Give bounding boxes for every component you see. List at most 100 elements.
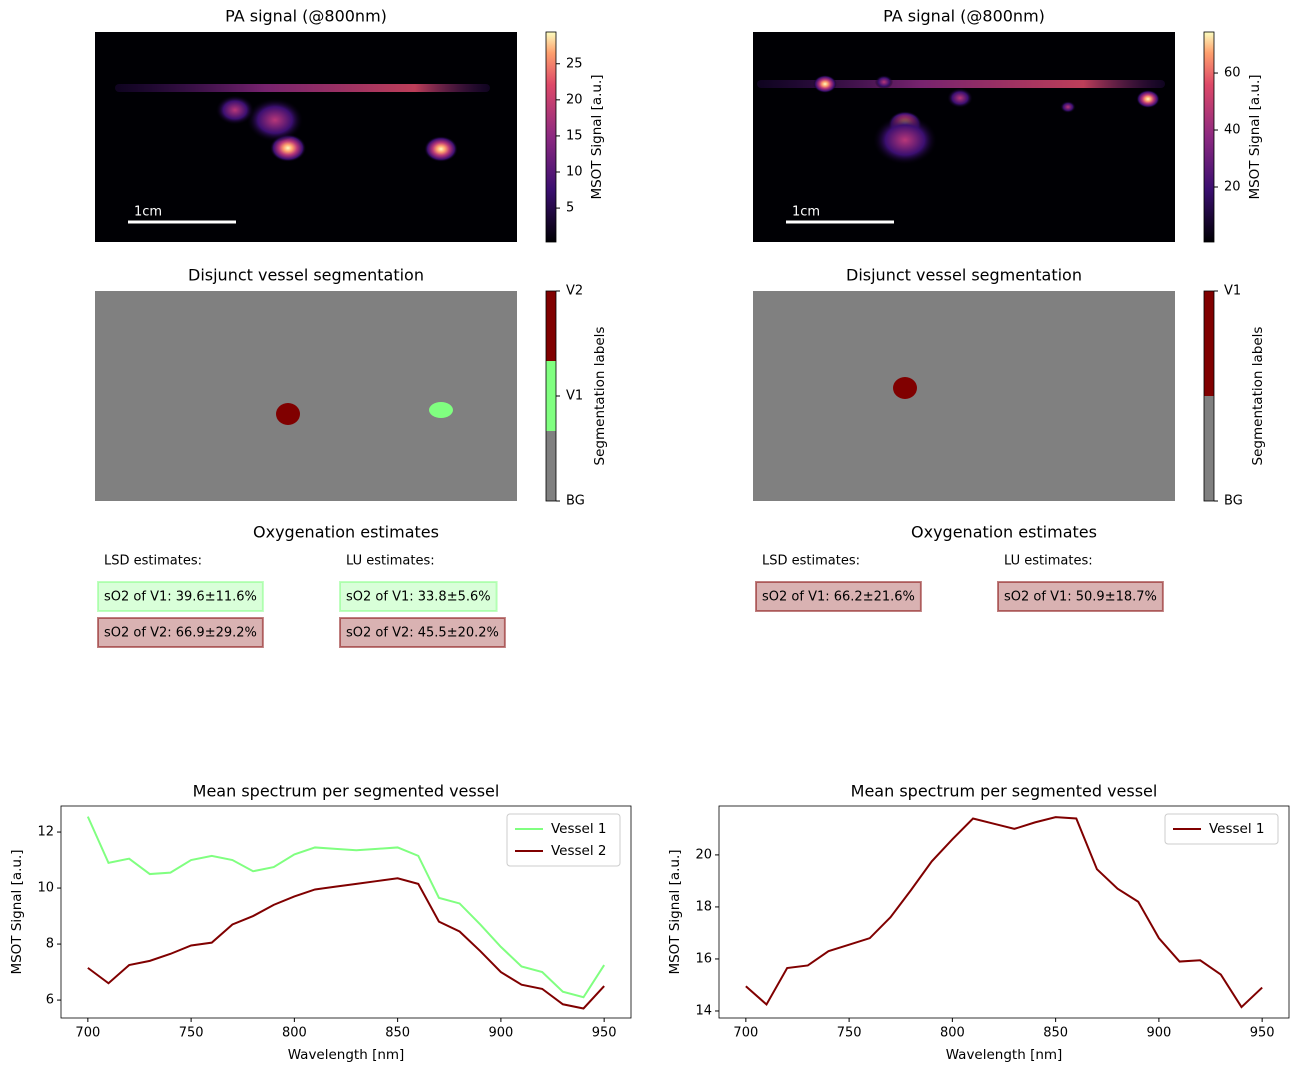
signal-blob: [215, 95, 255, 125]
estimate-box: [339, 581, 498, 612]
colorbar-tick-label: 25: [566, 56, 583, 71]
estimate-heading: LU estimates:: [346, 554, 435, 569]
colorbar-tick-label: V1: [566, 389, 583, 404]
estimate-box: [339, 617, 506, 648]
panel-title: Oxygenation estimates: [253, 523, 439, 542]
colorbar-segment: [546, 361, 556, 431]
panel-title: PA signal (@800nm): [225, 7, 387, 26]
x-tick-label: 700: [75, 1026, 100, 1041]
panel-title: PA signal (@800nm): [883, 7, 1045, 26]
colorbar-tick-label: 5: [566, 201, 574, 216]
vessel-segment: [276, 403, 300, 425]
x-tick-label: 950: [592, 1026, 617, 1041]
colorbar-segment: [1204, 291, 1214, 396]
x-tick-label: 800: [940, 1026, 965, 1041]
legend-label: Vessel 2: [551, 843, 607, 859]
y-tick-label: 14: [695, 1003, 712, 1018]
signal-blob: [872, 115, 938, 165]
estimate-heading: LSD estimates:: [762, 554, 860, 569]
x-tick-label: 900: [488, 1026, 513, 1041]
x-tick-label: 850: [1043, 1026, 1068, 1041]
colorbar-label: MSOT Signal [a.u.]: [1247, 74, 1263, 199]
x-tick-label: 950: [1250, 1026, 1275, 1041]
estimate-text: sO2 of V1: 50.9±18.7%: [1004, 590, 1157, 605]
y-tick-label: 12: [37, 825, 54, 840]
estimate-box: [97, 617, 264, 648]
estimate-heading: LSD estimates:: [104, 554, 202, 569]
colorbar: [1203, 31, 1215, 243]
y-tick-label: 8: [46, 937, 54, 952]
estimate-box: [97, 581, 264, 612]
segmentation-map: [753, 291, 1175, 501]
x-tick-label: 900: [1146, 1026, 1171, 1041]
colorbar-tick-label: V2: [566, 284, 583, 299]
panel-title: Mean spectrum per segmented vessel: [193, 782, 500, 801]
colorbar-label: MSOT Signal [a.u.]: [589, 74, 605, 199]
legend: [506, 813, 621, 867]
signal-blob: [813, 75, 837, 93]
x-axis-label: Wavelength [nm]: [946, 1047, 1063, 1063]
x-tick-label: 750: [179, 1026, 204, 1041]
colorbar-segment: [1204, 396, 1214, 501]
colorbar-segment: [546, 291, 556, 361]
panel-title: Mean spectrum per segmented vessel: [851, 782, 1158, 801]
y-tick-label: 18: [695, 899, 712, 914]
signal-blob: [874, 75, 894, 89]
series-line: [86, 816, 605, 999]
colorbar-tick-label: V1: [1224, 284, 1241, 299]
vessel-segment: [893, 377, 917, 399]
estimate-box: [997, 581, 1164, 612]
axes-frame: [718, 805, 1290, 1019]
colorbar-tick-label: 60: [1224, 66, 1241, 81]
vessel-segment: [429, 402, 453, 418]
signal-blob: [947, 88, 973, 108]
axes-frame: [60, 805, 632, 1019]
panel-title: Oxygenation estimates: [911, 523, 1097, 542]
estimate-text: sO2 of V1: 39.6±11.6%: [104, 590, 257, 605]
colorbar-tick-label: 20: [1224, 180, 1241, 195]
legend-label: Vessel 1: [1209, 821, 1265, 837]
estimate-heading: LU estimates:: [1004, 554, 1093, 569]
signal-blob: [246, 98, 304, 142]
panel-title: Disjunct vessel segmentation: [188, 266, 424, 285]
segmentation-map: [95, 291, 517, 501]
colorbar-tick-label: 10: [566, 165, 583, 180]
x-tick-label: 700: [733, 1026, 758, 1041]
scale-bar-label: 1cm: [134, 205, 162, 220]
y-axis-label: MSOT Signal [a.u.]: [667, 849, 683, 974]
estimate-box: [755, 581, 922, 612]
signal-blob: [424, 136, 458, 162]
colorbar-tick-label: 20: [566, 92, 583, 107]
legend: [1164, 813, 1279, 845]
colorbar-frame: [1203, 290, 1215, 502]
scale-bar-label: 1cm: [792, 205, 820, 220]
vessel-band: [115, 84, 490, 92]
signal-blob: [1136, 90, 1160, 108]
series-line: [87, 877, 605, 1010]
colorbar-tick-label: 15: [566, 128, 583, 143]
y-tick-label: 16: [695, 951, 712, 966]
colorbar-label: Segmentation labels: [592, 327, 608, 466]
colorbar-tick-label: BG: [1224, 494, 1243, 509]
colorbar-label: Segmentation labels: [1250, 327, 1266, 466]
y-tick-label: 20: [695, 847, 712, 862]
series-line: [745, 816, 1263, 1009]
estimate-text: sO2 of V1: 66.2±21.6%: [762, 590, 915, 605]
y-axis-label: MSOT Signal [a.u.]: [9, 849, 25, 974]
y-tick-label: 6: [46, 993, 54, 1008]
colorbar: [545, 31, 557, 243]
y-tick-label: 10: [37, 881, 54, 896]
pa-image: [753, 32, 1175, 242]
x-axis-label: Wavelength [nm]: [288, 1047, 405, 1063]
colorbar-tick-label: 40: [1224, 123, 1241, 138]
estimate-text: sO2 of V1: 33.8±5.6%: [346, 590, 491, 605]
signal-blob: [1060, 101, 1076, 113]
x-tick-label: 800: [282, 1026, 307, 1041]
panel-title: Disjunct vessel segmentation: [846, 266, 1082, 285]
vessel-band: [757, 80, 1165, 88]
x-tick-label: 750: [837, 1026, 862, 1041]
colorbar-segment: [546, 431, 556, 501]
x-tick-label: 850: [385, 1026, 410, 1041]
legend-label: Vessel 1: [551, 821, 607, 837]
